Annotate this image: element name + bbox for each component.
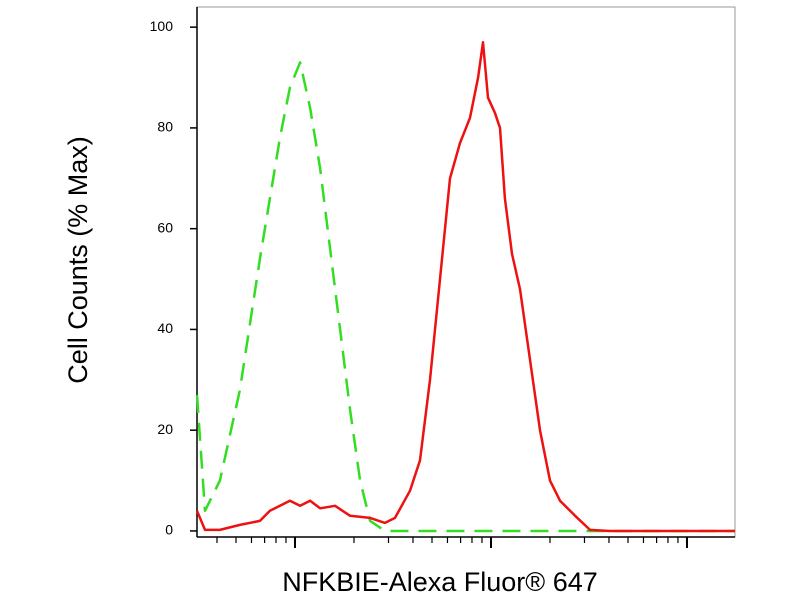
y-tick-label: 0: [165, 522, 173, 538]
y-tick-label: 80: [157, 119, 173, 135]
y-axis-title: Cell Counts (% Max): [63, 136, 93, 384]
series-line: [195, 61, 735, 533]
series-line: [195, 41, 735, 533]
y-tick-label: 40: [157, 320, 173, 336]
y-tick-label: 100: [150, 18, 174, 34]
x-axis-title: NFKBIE-Alexa Fluor® 647: [282, 567, 598, 597]
y-tick-label: 60: [157, 219, 173, 235]
y-tick-label: 20: [157, 421, 173, 437]
plot-frame: [196, 6, 736, 538]
